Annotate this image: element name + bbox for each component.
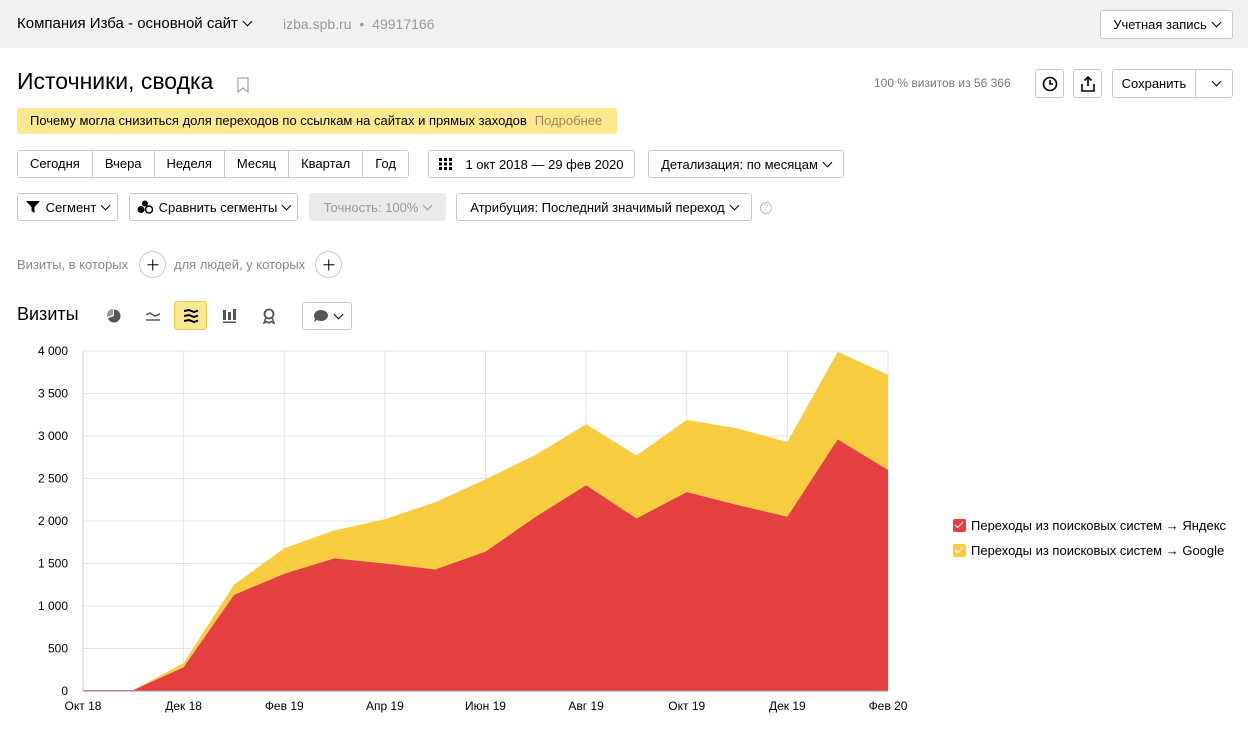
y-tick-label: 3 000 — [38, 429, 68, 443]
map-toggle[interactable] — [252, 301, 285, 330]
x-tick-label: Фев 20 — [869, 699, 908, 713]
account-button[interactable]: Учетная запись — [1100, 10, 1233, 39]
calendar-icon — [439, 158, 453, 170]
compare-icon — [137, 200, 153, 214]
chevron-down-icon — [729, 200, 740, 210]
line-chart-toggle[interactable] — [136, 301, 169, 330]
bar-chart-icon — [222, 308, 236, 323]
visits-percentage: 100 % визитов из 56 366 — [874, 76, 1011, 90]
chart-section-title: Визиты — [17, 304, 79, 324]
date-range-button[interactable]: 1 окт 2018 — 29 фев 2020 — [428, 150, 635, 178]
segment-label: Сегмент — [45, 199, 97, 215]
chart-legend: Переходы из поисковых систем → Яндекс Пе… — [953, 513, 1226, 563]
x-tick-label: Дек 18 — [165, 699, 202, 713]
line-chart-icon — [145, 311, 160, 321]
series-yandex-area — [83, 439, 888, 691]
x-tick-label: Авг 19 — [568, 699, 604, 713]
attribution-label: Атрибуция: Последний значимый переход — [470, 199, 725, 215]
save-label: Сохранить — [1113, 70, 1196, 97]
visits-condition-label: Визиты, в которых — [17, 257, 129, 272]
site-selector[interactable]: Компания Изба - основной сайт — [17, 15, 253, 32]
notice-text: Почему могла снизиться доля переходов по… — [30, 113, 527, 128]
y-tick-label: 500 — [48, 642, 68, 656]
page-title: Источники, сводка — [17, 68, 214, 94]
period-quarter[interactable]: Квартал — [289, 151, 364, 177]
notice-banner: Почему могла снизиться доля переходов по… — [17, 108, 617, 134]
site-meta-separator: • — [359, 16, 365, 32]
period-year[interactable]: Год — [363, 151, 408, 177]
filter-icon — [25, 201, 40, 213]
save-button[interactable]: Сохранить — [1112, 69, 1233, 98]
series-google-area — [83, 351, 888, 691]
period-week[interactable]: Неделя — [154, 151, 225, 177]
legend-label-yandex: Переходы из поисковых систем → Яндекс — [971, 518, 1227, 533]
visits-chart: 0 500 1 000 1 500 2 000 2 500 3 000 3 500 4 000 О… — [38, 344, 908, 713]
date-range-label: 1 окт 2018 — 29 фев 2020 — [465, 156, 624, 172]
help-icon[interactable]: ? — [760, 202, 772, 214]
period-today[interactable]: Сегодня — [18, 151, 93, 177]
add-people-condition-button[interactable] — [315, 251, 342, 278]
pie-chart-icon — [106, 308, 121, 322]
x-tick-label: Окт 18 — [65, 699, 102, 713]
bar-chart-toggle[interactable] — [213, 301, 246, 330]
bookmark-icon[interactable] — [237, 77, 249, 93]
period-yesterday[interactable]: Вчера — [92, 151, 155, 177]
y-tick-label: 0 — [61, 684, 68, 698]
detail-dropdown[interactable]: Детализация: по месяцам — [648, 150, 844, 178]
period-month[interactable]: Месяц — [224, 151, 290, 177]
chevron-down-icon — [422, 200, 433, 210]
save-options-toggle[interactable] — [1202, 76, 1232, 87]
comment-icon — [313, 310, 328, 322]
x-tick-label: Окт 19 — [668, 699, 705, 713]
attribution-dropdown[interactable]: Атрибуция: Последний значимый переход — [456, 193, 752, 221]
chevron-down-icon — [1211, 17, 1222, 28]
y-tick-label: 2 000 — [38, 514, 68, 528]
account-label: Учетная запись — [1113, 17, 1207, 32]
top-bar: Компания Изба - основной сайт izba.spb.r… — [0, 0, 1248, 48]
site-name: Компания Изба - основной сайт — [17, 15, 238, 32]
accuracy-label: Точность: 100% — [323, 199, 419, 215]
x-tick-label: Дек 19 — [769, 699, 806, 713]
legend-item-yandex[interactable]: Переходы из поисковых систем → Яндекс — [953, 513, 1226, 538]
chevron-down-icon — [281, 200, 292, 210]
segment-button[interactable]: Сегмент — [17, 193, 118, 221]
chevron-down-icon — [242, 16, 253, 27]
counter-id: 49917166 — [372, 16, 435, 32]
people-condition-label: для людей, у которых — [174, 257, 306, 272]
compare-segments-button[interactable]: Сравнить сегменты — [129, 193, 298, 221]
legend-item-google[interactable]: Переходы из поисковых систем → Google — [953, 538, 1226, 563]
chevron-down-icon — [822, 157, 833, 167]
accuracy-dropdown[interactable]: Точность: 100% — [309, 193, 446, 221]
compare-label: Сравнить сегменты — [158, 199, 278, 215]
pie-chart-toggle[interactable] — [97, 301, 130, 330]
clock-icon — [1042, 76, 1057, 91]
add-visit-condition-button[interactable] — [139, 251, 166, 278]
chevron-down-icon — [333, 309, 343, 319]
stacked-area-toggle[interactable] — [174, 301, 207, 330]
y-tick-label: 2 500 — [38, 472, 68, 486]
legend-label-google: Переходы из поисковых систем → Google — [971, 543, 1225, 558]
share-icon — [1080, 75, 1095, 92]
stacked-area-icon — [183, 308, 198, 323]
chevron-down-icon — [1211, 76, 1222, 87]
x-tick-label: Июн 19 — [465, 699, 506, 713]
checkbox-icon — [953, 519, 966, 532]
detail-label: Детализация: по месяцам — [661, 156, 818, 172]
x-tick-label: Фев 19 — [265, 699, 304, 713]
export-button[interactable] — [1073, 69, 1102, 98]
site-meta: izba.spb.ru • 49917166 — [283, 16, 434, 32]
notice-more-link[interactable]: Подробнее — [534, 113, 603, 128]
history-button[interactable] — [1035, 69, 1064, 98]
period-selector: Сегодня Вчера Неделя Месяц Квартал Год — [17, 150, 409, 178]
x-tick-label: Апр 19 — [366, 699, 404, 713]
site-domain: izba.spb.ru — [283, 16, 352, 32]
y-tick-label: 1 000 — [38, 599, 68, 613]
y-tick-label: 3 500 — [38, 387, 68, 401]
map-icon — [262, 308, 275, 324]
chevron-down-icon — [100, 200, 111, 210]
checkbox-icon — [953, 544, 966, 557]
y-tick-label: 4 000 — [38, 344, 68, 358]
comments-dropdown[interactable] — [302, 302, 352, 330]
y-tick-label: 1 500 — [38, 557, 68, 571]
